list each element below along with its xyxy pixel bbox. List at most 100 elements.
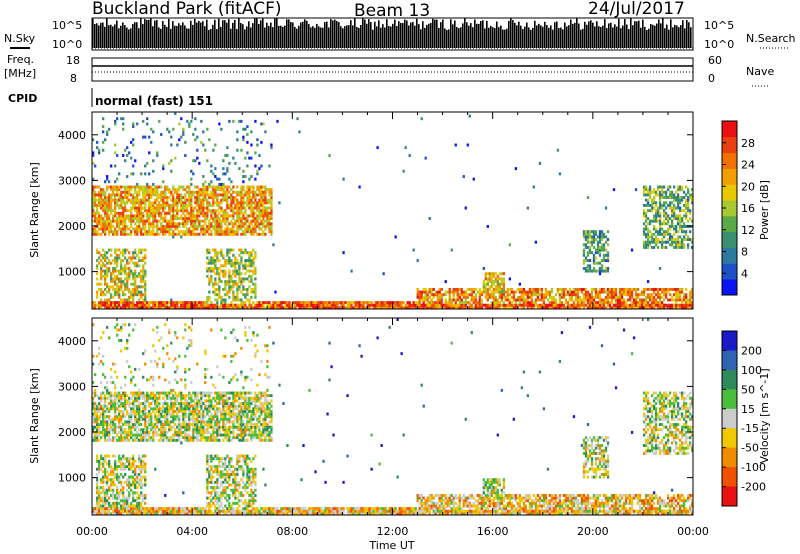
range-cell xyxy=(678,235,682,239)
range-cell xyxy=(658,222,662,226)
range-cell xyxy=(116,328,119,332)
range-cell xyxy=(688,293,692,297)
range-cell xyxy=(114,269,117,273)
range-cell xyxy=(220,269,223,273)
range-cell xyxy=(686,203,690,207)
range-cell xyxy=(198,222,201,226)
range-cell xyxy=(148,211,151,215)
range-cell xyxy=(94,436,97,440)
range-cell xyxy=(94,232,97,236)
range-cell xyxy=(134,248,137,252)
range-cell xyxy=(380,303,383,307)
range-cell xyxy=(116,277,119,281)
range-cell xyxy=(684,211,688,215)
range-cell xyxy=(540,295,544,299)
range-cell xyxy=(130,378,133,382)
range-cell xyxy=(170,209,173,213)
range-cell xyxy=(194,201,197,205)
range-cell xyxy=(612,188,616,192)
range-cell xyxy=(572,303,576,307)
range-cell xyxy=(472,177,475,181)
range-cell xyxy=(522,306,526,310)
range-cell xyxy=(224,306,227,310)
range-cell xyxy=(670,224,674,228)
range-cell xyxy=(176,211,179,215)
range-cell xyxy=(580,303,584,307)
range-cell xyxy=(656,230,660,234)
range-cell xyxy=(96,415,99,419)
range-cell xyxy=(98,232,101,236)
range-cell xyxy=(588,259,592,263)
range-cell xyxy=(608,287,612,291)
range-cell xyxy=(314,303,317,307)
nsky-bar xyxy=(686,20,688,48)
range-tick-label: 1000 xyxy=(58,266,86,279)
range-cell xyxy=(490,303,493,307)
range-cell xyxy=(691,301,694,305)
range-cell xyxy=(598,287,602,291)
range-cell xyxy=(536,298,540,302)
nsky-bar xyxy=(314,27,316,48)
range-cell xyxy=(474,293,477,297)
range-cell xyxy=(110,399,113,403)
nsky-bar xyxy=(240,23,242,48)
range-cell xyxy=(150,209,153,213)
range-cell xyxy=(236,303,239,307)
range-cell xyxy=(664,222,668,226)
range-cell xyxy=(100,454,103,458)
range-cell xyxy=(152,214,155,218)
range-cell xyxy=(298,303,301,307)
range-cell xyxy=(192,217,195,220)
range-cell xyxy=(108,496,111,500)
range-cell xyxy=(464,293,467,297)
range-cell xyxy=(132,303,135,307)
range-cell xyxy=(124,404,127,408)
range-cell xyxy=(200,301,203,305)
range-cell xyxy=(500,293,503,297)
range-cell xyxy=(198,201,201,205)
range-cell xyxy=(662,230,666,234)
range-cell xyxy=(691,238,694,242)
range-cell xyxy=(430,301,433,305)
range-cell xyxy=(92,512,95,516)
nsky-bar xyxy=(506,28,508,48)
range-cell xyxy=(94,306,97,310)
range-cell xyxy=(188,230,191,234)
range-cell xyxy=(526,303,530,307)
nsky-bar xyxy=(110,24,112,48)
range-cell xyxy=(270,193,273,197)
range-cell xyxy=(252,227,255,231)
range-cell xyxy=(574,306,578,310)
range-cell xyxy=(678,185,682,189)
range-cell xyxy=(104,404,107,408)
range-cell xyxy=(100,394,103,398)
range-cell xyxy=(232,293,235,297)
range-cell xyxy=(98,499,101,503)
date-label: 24/Jul/2017 xyxy=(588,0,685,19)
range-cell xyxy=(104,470,107,474)
range-cell xyxy=(232,303,235,307)
range-cell xyxy=(402,301,405,305)
range-cell xyxy=(504,290,507,294)
range-cell xyxy=(138,264,141,268)
range-cell xyxy=(108,488,111,492)
range-cell xyxy=(190,203,193,207)
range-cell xyxy=(102,512,105,516)
range-cell xyxy=(480,298,483,302)
range-cell xyxy=(98,486,101,490)
range-cell xyxy=(678,227,682,231)
range-cell xyxy=(128,256,131,260)
range-cell xyxy=(228,190,231,194)
range-cell xyxy=(254,177,257,181)
range-cell xyxy=(680,188,684,192)
range-cell xyxy=(488,303,491,307)
range-cell xyxy=(130,188,133,192)
range-cell xyxy=(502,295,505,299)
range-cell xyxy=(174,190,177,194)
range-cell xyxy=(520,303,524,307)
range-cell xyxy=(586,238,590,242)
range-cell xyxy=(200,190,203,194)
range-cell xyxy=(126,339,129,342)
range-cell xyxy=(96,499,99,503)
range-cell xyxy=(242,169,245,173)
